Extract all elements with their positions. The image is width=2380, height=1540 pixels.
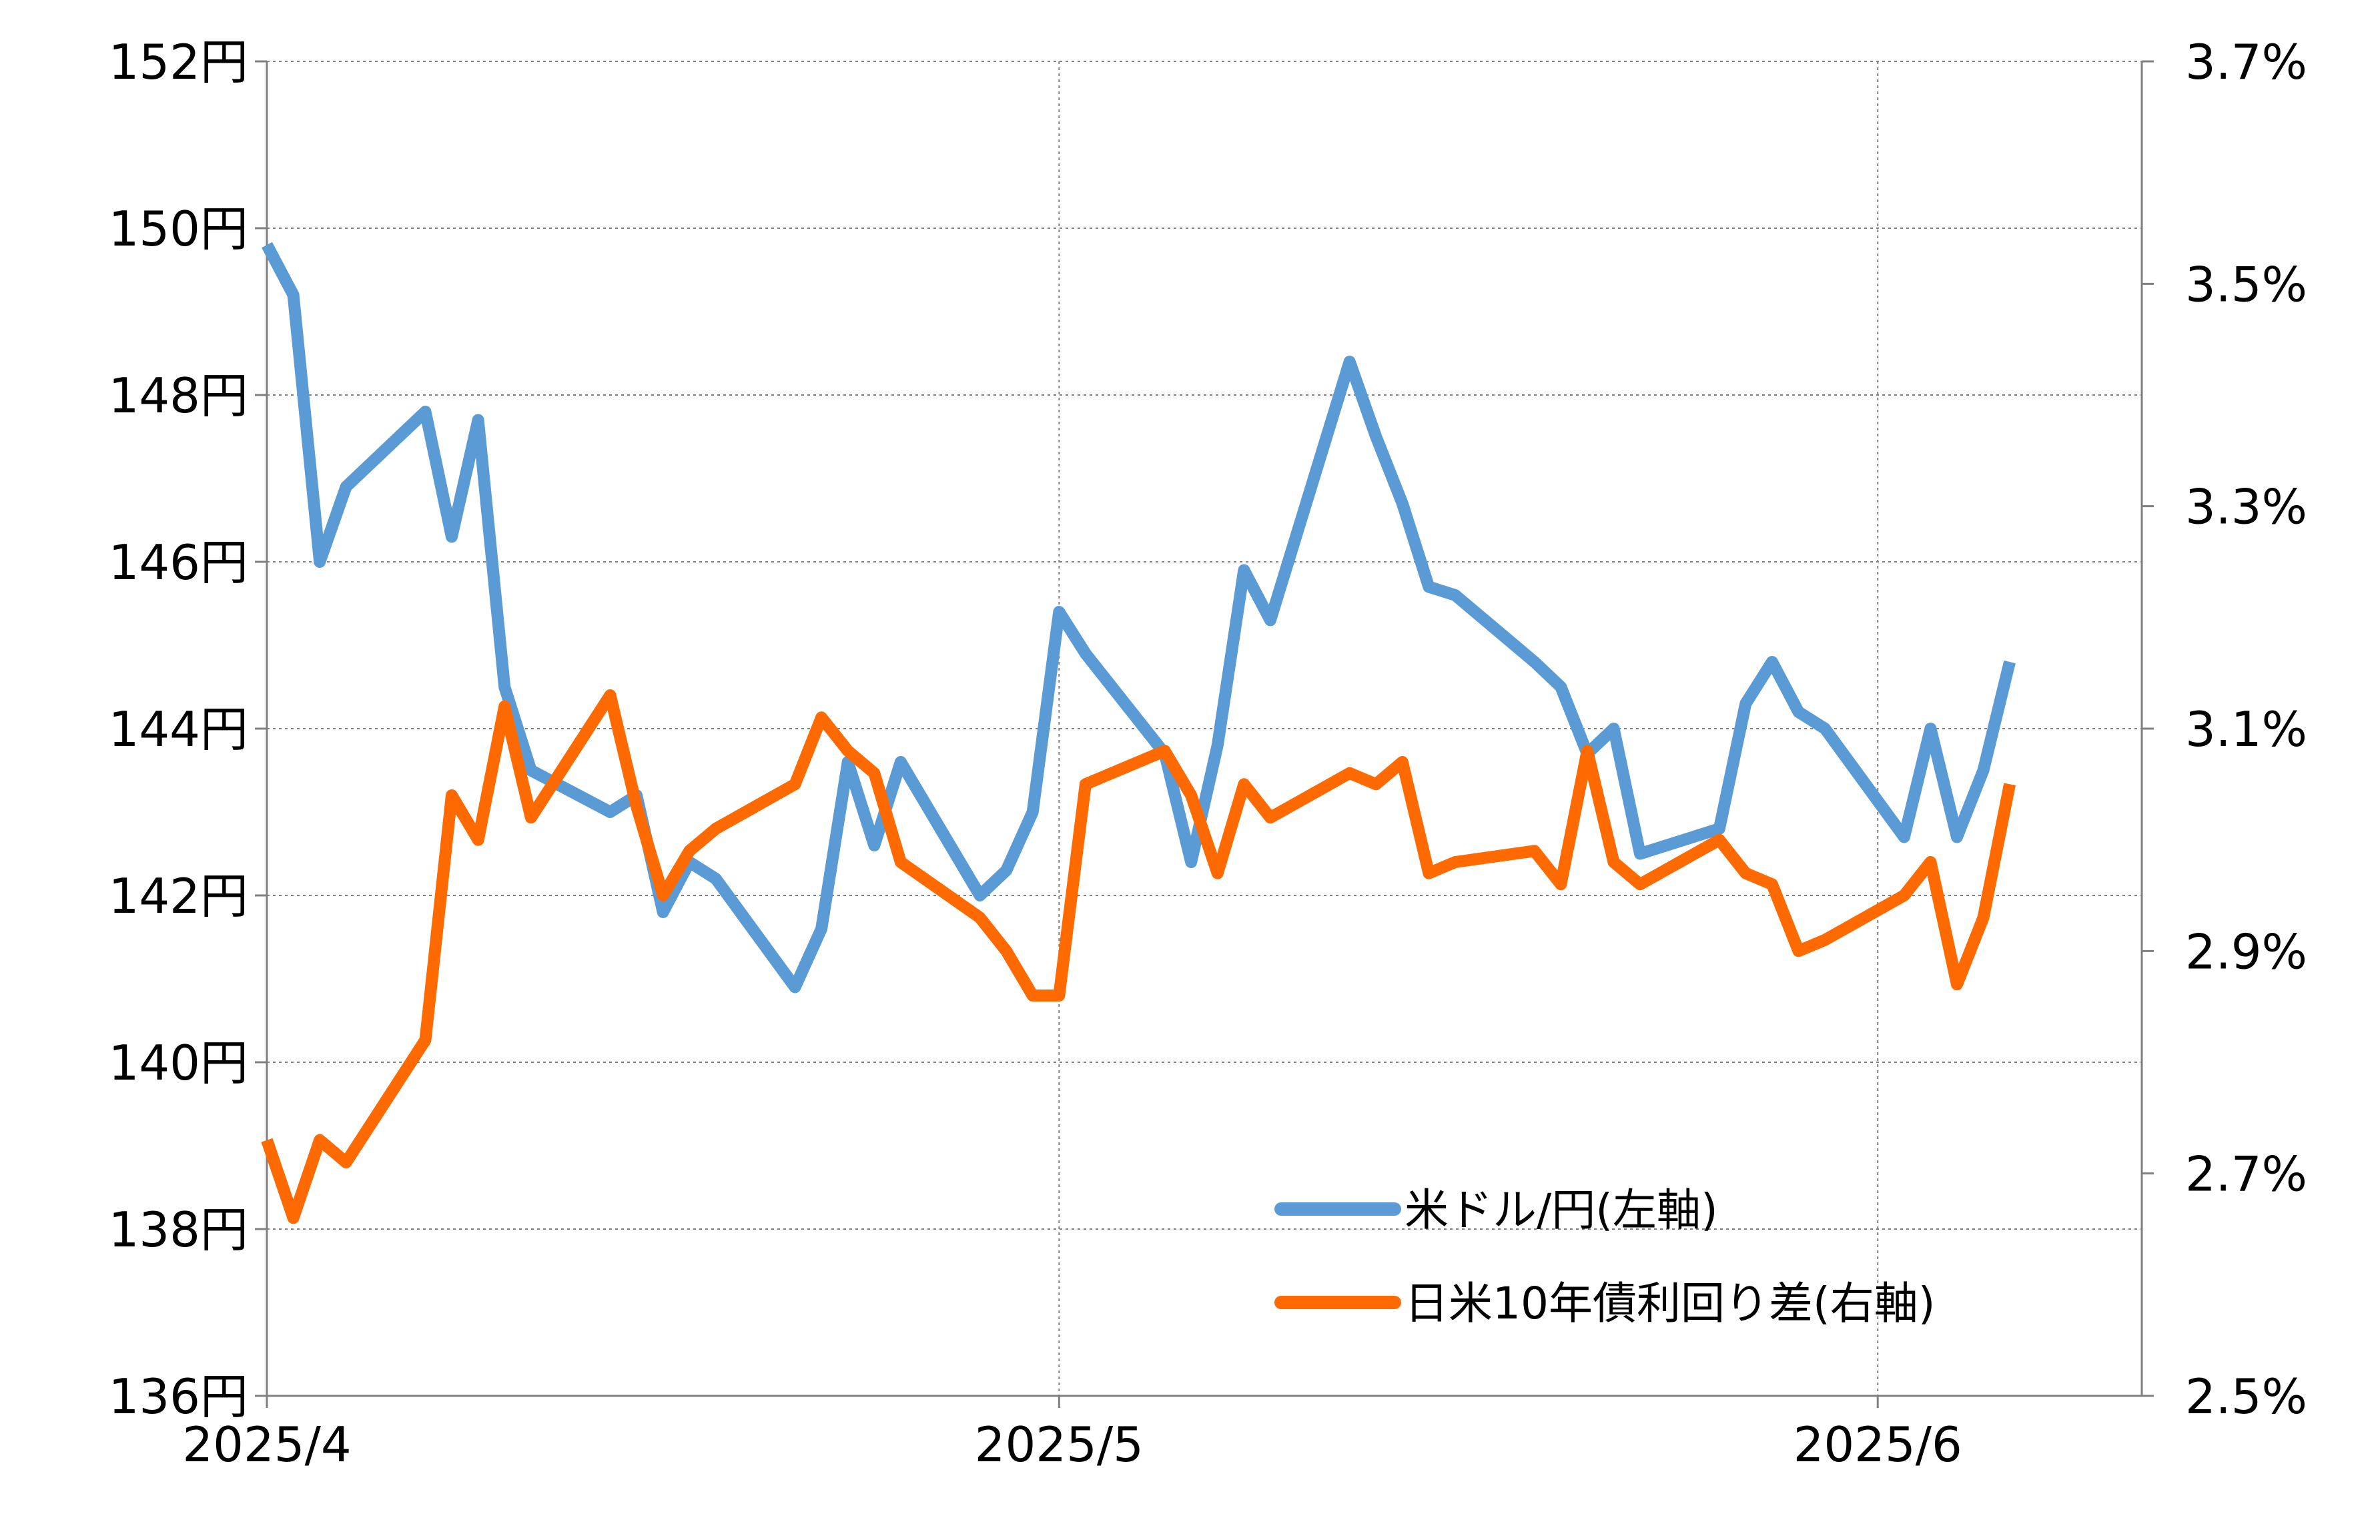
y-right-tick-label: 2.5% [2185,1369,2307,1425]
series-line-spread [261,689,2016,1224]
x-tick-label: 2025/6 [1794,1417,1962,1473]
y-left-tick-label: 140円 [109,1035,248,1091]
y-left-tick-label: 146円 [109,534,248,591]
legend: 米ドル/円(左軸) 日米10年債利回り差(右軸) [1274,1184,1935,1329]
y-left-tick-label: 152円 [109,34,248,90]
y-left-tick-label: 144円 [109,701,248,757]
legend-label-spread: 日米10年債利回り差(右軸) [1405,1278,1935,1329]
gridlines [267,61,2142,1397]
y-right-tick-label: 3.3% [2185,479,2307,535]
y-right-tick-label: 2.9% [2185,923,2307,980]
series-lines [261,242,2016,1224]
y-right-tick-label: 3.5% [2185,256,2307,312]
y-left-tick-label: 148円 [109,368,248,424]
y-left-tick-label: 142円 [109,868,248,924]
y-right-tick-label: 3.1% [2185,701,2307,757]
y-right-tick-label: 3.7% [2185,34,2307,90]
y-left-tick-label: 138円 [109,1202,248,1258]
x-tick-label: 2025/5 [975,1417,1144,1473]
y-right-tick-label: 2.7% [2185,1146,2307,1202]
legend-label-usd-jpy: 米ドル/円(左軸) [1405,1184,1718,1236]
y-left-tick-label: 136円 [109,1369,248,1425]
y-left-tick-label: 150円 [109,201,248,257]
axes: 136円 138円 140円 142円 144円 146円 148円 150円 152円 2.5%… [109,34,2307,1473]
x-tick-label: 2025/4 [182,1417,351,1473]
